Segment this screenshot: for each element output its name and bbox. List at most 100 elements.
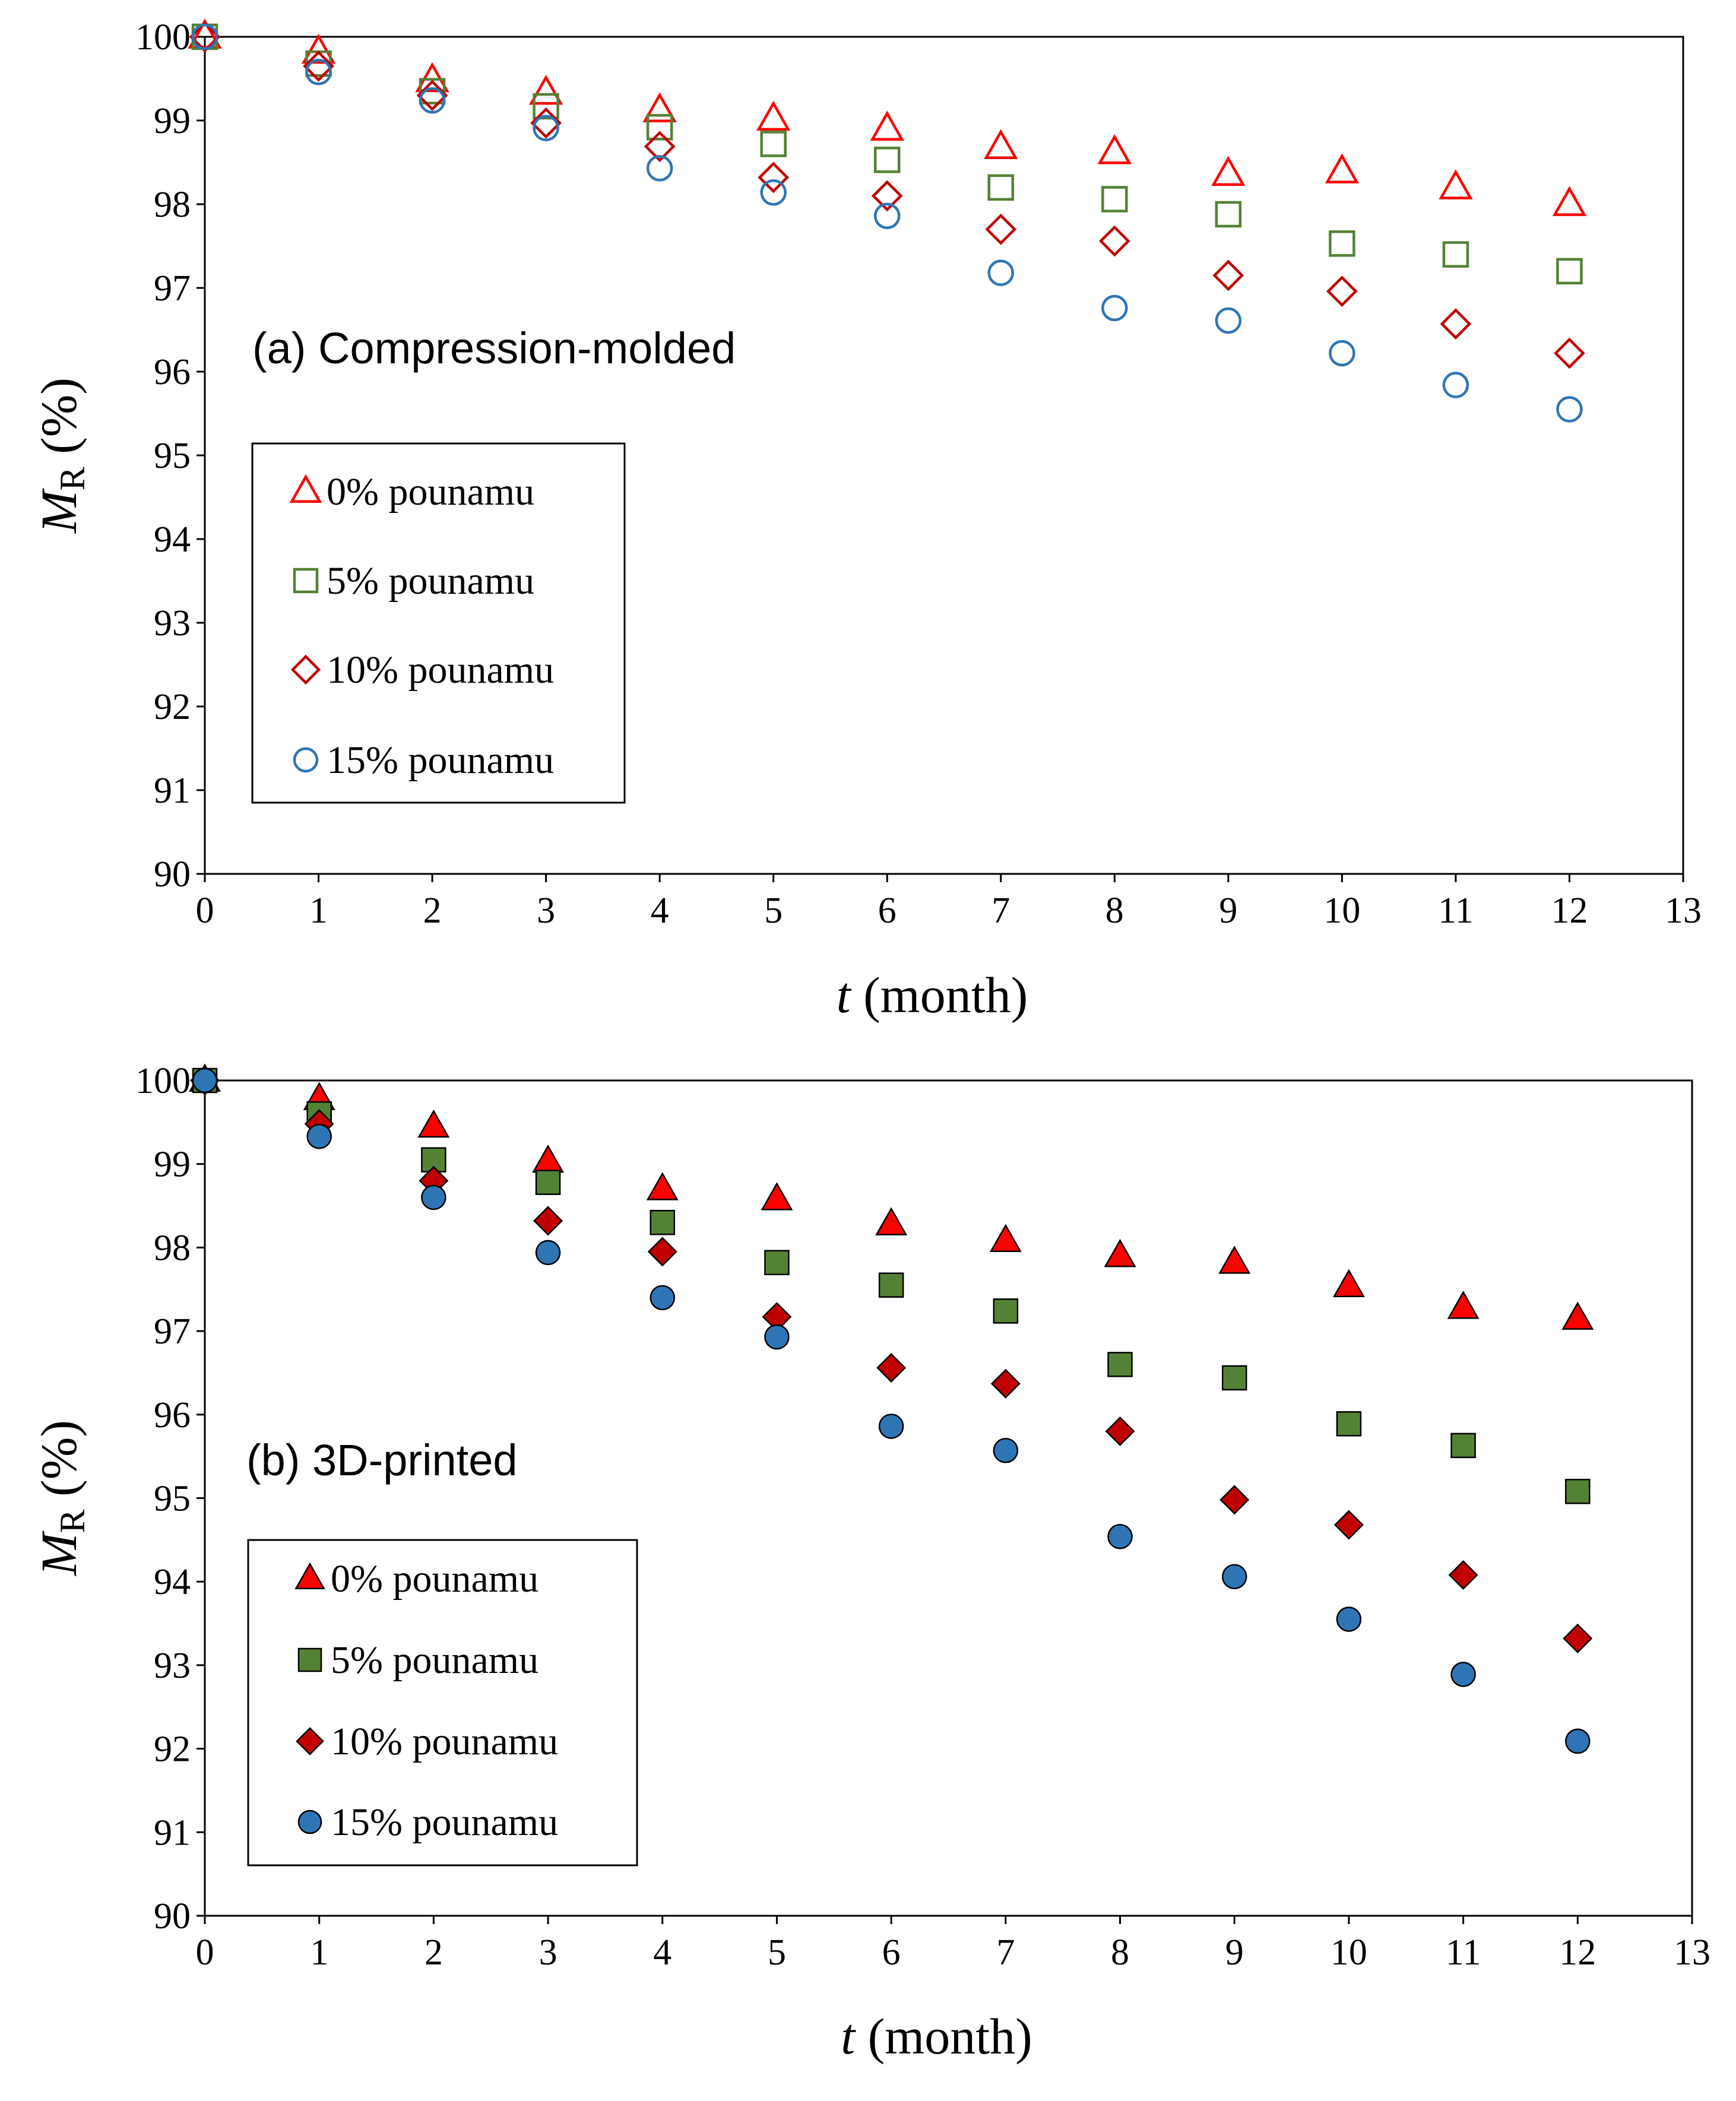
legend: 0% pounamu 5% pounamu 10% pounamu 15% pouna…	[251, 442, 626, 804]
x-tick-label: 0	[196, 1932, 214, 1973]
x-tick-label: 7	[996, 1932, 1015, 1973]
data-point	[533, 1206, 563, 1236]
data-point	[1565, 1478, 1591, 1504]
series-triangle	[188, 18, 1587, 216]
data-point	[646, 155, 673, 182]
legend-marker-circle	[297, 1810, 322, 1834]
data-point	[305, 58, 332, 85]
legend-label: 5% pounamu	[331, 1639, 538, 1682]
data-point	[1221, 1365, 1247, 1391]
y-tick-label: 100	[135, 1061, 191, 1101]
legend-label: 0% pounamu	[327, 470, 534, 514]
data-point	[1439, 169, 1473, 199]
x-tick-label: 10	[1323, 891, 1360, 931]
data-point	[419, 78, 446, 104]
data-point	[1101, 294, 1128, 322]
x-tick-label: 3	[539, 1932, 557, 1973]
y-tick-label: 97	[154, 1311, 191, 1352]
x-axis-title: t (month)	[837, 966, 1028, 1023]
series-triangle	[189, 1063, 1594, 1330]
x-tick-label: 12	[1559, 1932, 1596, 1973]
data-point	[191, 23, 218, 50]
y-tick-label: 99	[154, 101, 191, 141]
legend-label: 10% pounamu	[331, 1720, 558, 1763]
data-point	[756, 100, 791, 131]
data-point	[1218, 1246, 1251, 1274]
x-tick-label: 5	[764, 891, 783, 931]
y-tick-label: 94	[154, 1562, 191, 1602]
data-point	[1447, 1291, 1480, 1319]
legend-box	[251, 442, 626, 804]
y-tick-label: 91	[154, 1812, 191, 1853]
data-point	[873, 147, 901, 173]
data-point	[528, 74, 563, 105]
data-point	[1336, 1411, 1362, 1437]
series-square	[191, 23, 1583, 285]
legend-marker-triangle	[294, 1562, 325, 1590]
data-point	[301, 33, 336, 64]
data-point	[1098, 225, 1130, 257]
panel-annotation: (b) 3D-printed	[246, 1435, 518, 1485]
data-point	[990, 1368, 1021, 1399]
y-tick-label: 97	[154, 268, 191, 309]
data-point	[1105, 1416, 1135, 1446]
x-tick-label: 1	[309, 891, 328, 931]
x-tick-label: 8	[1111, 1932, 1129, 1973]
y-axis-unit: (%)	[30, 1420, 87, 1509]
legend-label: 5% pounamu	[327, 559, 534, 603]
data-point	[1554, 337, 1585, 369]
data-point	[1565, 1728, 1591, 1754]
data-point	[1101, 186, 1128, 213]
x-tick-label: 13	[1674, 1932, 1710, 1973]
data-point	[1450, 1433, 1476, 1459]
data-point	[761, 1182, 793, 1210]
data-point	[876, 1353, 907, 1383]
data-point	[306, 1124, 332, 1149]
data-point	[1329, 340, 1355, 367]
x-tick-label: 4	[651, 891, 669, 931]
data-point	[535, 1240, 561, 1266]
data-point	[1332, 1269, 1365, 1298]
data-point	[644, 131, 676, 163]
data-point	[1333, 1510, 1364, 1540]
data-point	[192, 1067, 218, 1094]
legend-label: 15% pounamu	[331, 1801, 558, 1844]
data-point	[870, 110, 904, 141]
x-tick-label: 9	[1225, 1932, 1244, 1973]
data-point	[993, 1298, 1019, 1324]
legend: 0% pounamu 5% pounamu 10% pounamu 15% pouna…	[247, 1539, 638, 1867]
x-tick-label: 5	[768, 1932, 786, 1973]
x-axis-title: t (month)	[841, 2008, 1032, 2065]
legend-label: 15% pounamu	[327, 739, 554, 782]
data-point	[987, 259, 1015, 286]
x-tick-label: 4	[653, 1932, 671, 1973]
x-tick-label: 11	[1438, 891, 1474, 931]
data-point	[1215, 307, 1242, 334]
y-tick-label: 95	[154, 436, 191, 476]
y-tick-label: 96	[154, 1395, 191, 1435]
x-axis-unit: (month)	[851, 966, 1028, 1023]
x-axis-unit: (month)	[855, 2008, 1032, 2065]
data-point	[1556, 396, 1583, 423]
legend-marker-circle	[293, 747, 319, 773]
y-axis-unit: (%)	[30, 378, 87, 467]
data-point	[417, 1109, 450, 1138]
y-tick-label: 95	[154, 1479, 191, 1519]
y-axis-title: MR (%)	[30, 378, 92, 534]
data-point	[419, 87, 446, 114]
legend-label: 10% pounamu	[327, 648, 554, 692]
y-tick-label: 98	[154, 185, 191, 225]
y-tick-label: 90	[154, 1896, 191, 1937]
data-point	[646, 1172, 679, 1200]
data-point	[987, 174, 1015, 201]
data-point	[415, 62, 449, 93]
x-tick-label: 13	[1665, 891, 1702, 931]
x-axis-variable: t	[837, 966, 852, 1023]
data-point	[1442, 241, 1469, 268]
data-point	[1221, 1564, 1247, 1590]
y-tick-label: 99	[154, 1145, 191, 1185]
data-point	[871, 180, 903, 212]
data-point	[530, 107, 562, 139]
series-circle	[191, 23, 1583, 423]
